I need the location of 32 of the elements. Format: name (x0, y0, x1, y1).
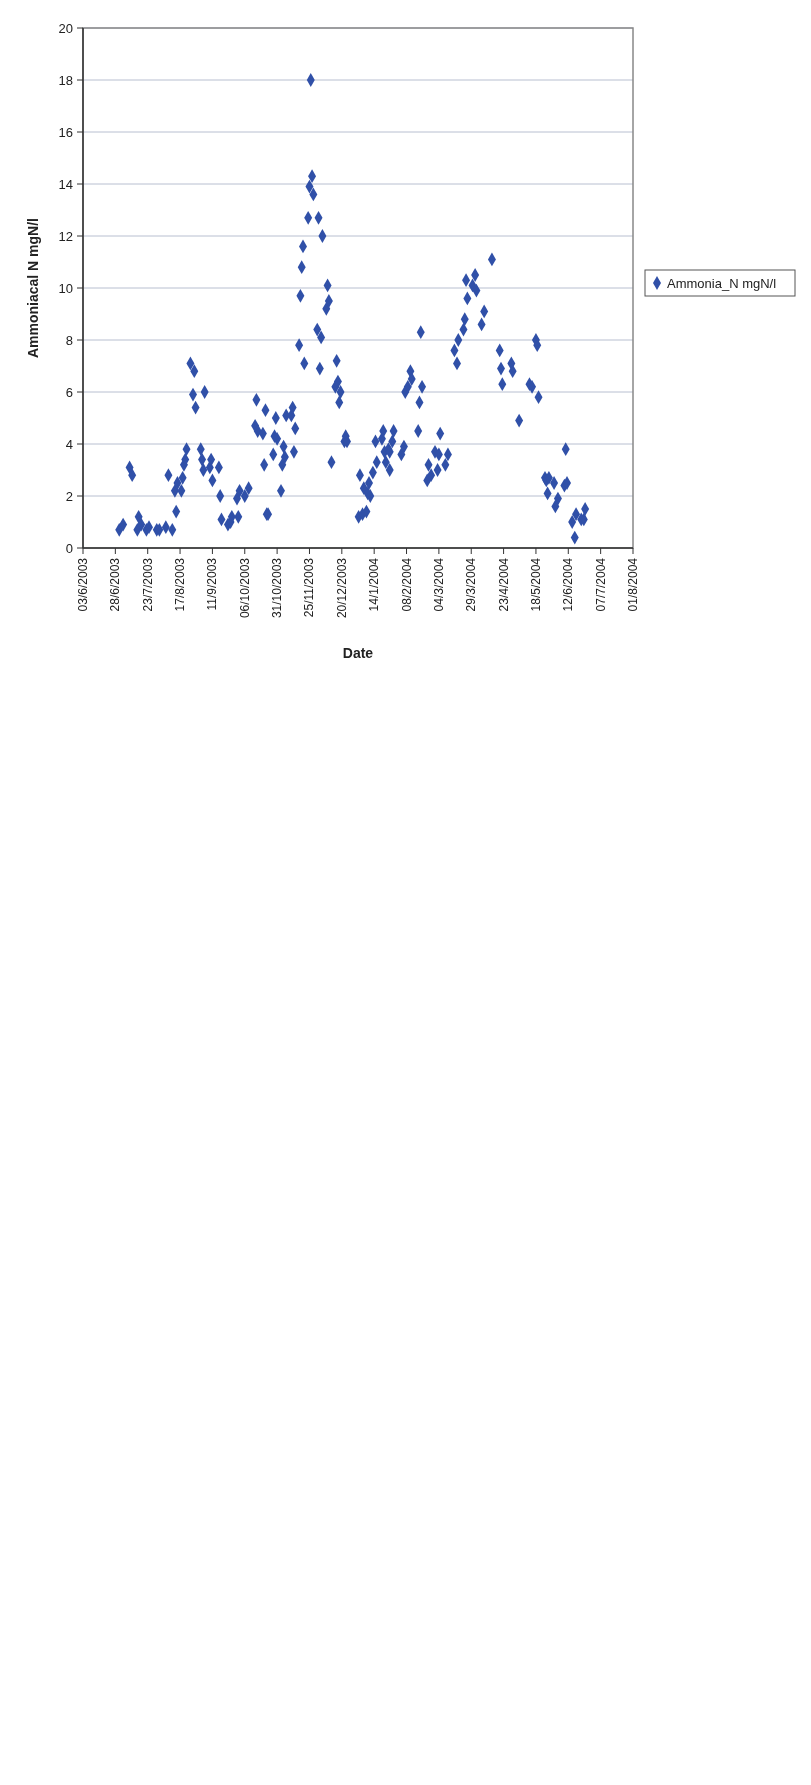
x-tick-label: 08/2/2004 (399, 557, 414, 612)
y-tick-label: 8 (65, 332, 73, 348)
x-tick-label: 07/7/2004 (593, 557, 608, 612)
x-tick-label: 12/6/2004 (561, 557, 576, 612)
x-tick-label: 23/7/2003 (140, 557, 155, 612)
x-tick-label: 06/10/2003 (237, 557, 252, 619)
y-tick-label: 16 (58, 124, 73, 140)
x-tick-label: 18/5/2004 (528, 557, 543, 612)
y-tick-label: 2 (65, 488, 73, 504)
y-axis-title: Ammoniacal N mgN/l (25, 217, 41, 359)
x-tick-label: 14/1/2004 (367, 557, 382, 612)
legend-label: Ammonia_N mgN/l (667, 275, 777, 291)
x-tick-label: 29/3/2004 (464, 557, 479, 612)
x-tick-label: 31/10/2003 (270, 557, 285, 619)
x-tick-label: 20/12/2003 (334, 557, 349, 619)
x-tick-label: 25/11/2003 (302, 557, 317, 618)
y-tick-label: 20 (58, 20, 73, 36)
x-axis-title: Date (342, 645, 374, 661)
x-tick-label: 03/6/2003 (76, 557, 90, 612)
y-tick-label: 14 (58, 176, 73, 192)
x-tick-label: 28/6/2003 (108, 557, 123, 612)
x-tick-label: 04/3/2004 (431, 557, 446, 612)
y-tick-label: 12 (58, 228, 73, 244)
y-tick-label: 0 (65, 540, 73, 556)
x-tick-label: 23/4/2004 (496, 557, 511, 612)
y-tick-label: 4 (65, 436, 73, 452)
y-tick-label: 18 (58, 72, 73, 88)
x-tick-label: 01/8/2004 (626, 557, 640, 612)
y-tick-label: 6 (65, 384, 73, 400)
y-tick-label: 10 (58, 280, 73, 296)
x-tick-label: 17/8/2003 (173, 557, 188, 612)
x-tick-label: 11/9/2003 (205, 557, 220, 611)
